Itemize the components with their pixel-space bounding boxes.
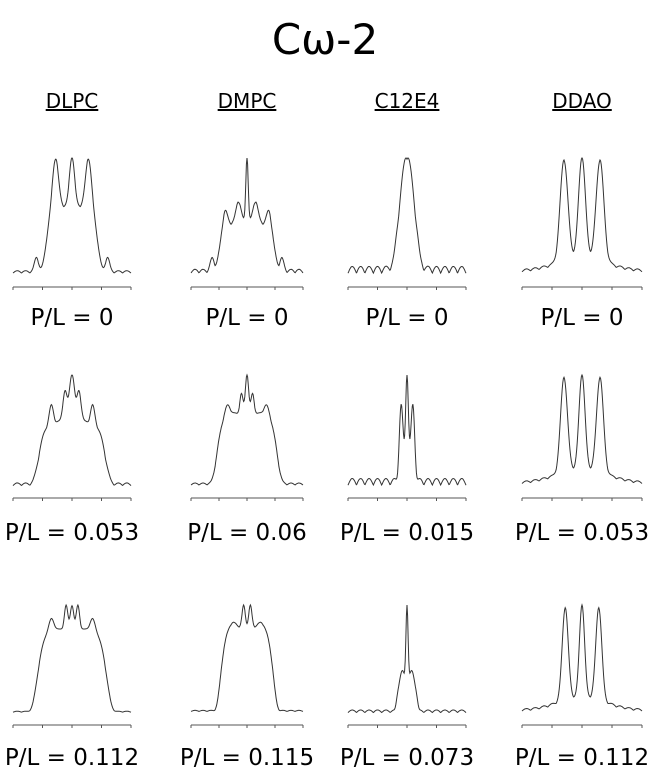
ratio-label: P/L = 0.112 xyxy=(5,745,139,771)
ratio-label: P/L = 0.073 xyxy=(340,745,474,771)
ratio-label: P/L = 0.115 xyxy=(180,745,314,771)
ratio-label: P/L = 0.06 xyxy=(187,520,307,546)
profile-curve xyxy=(347,374,467,487)
profile-curve xyxy=(521,373,643,484)
profile-curve xyxy=(12,603,132,713)
column-header: DMPC xyxy=(218,89,277,113)
title: Cω-2 xyxy=(272,15,378,64)
profile-curve xyxy=(190,373,304,486)
profile-curve xyxy=(521,603,643,712)
profile-curve xyxy=(12,374,132,486)
ratio-label: P/L = 0.053 xyxy=(5,520,139,546)
ratio-label: P/L = 0 xyxy=(206,305,289,331)
profile-curve xyxy=(347,157,467,275)
profile-curve xyxy=(347,604,467,714)
ratio-label: P/L = 0 xyxy=(366,305,449,331)
column-header: C12E4 xyxy=(375,89,440,113)
column-header: DLPC xyxy=(46,89,99,113)
ratio-label: P/L = 0.015 xyxy=(340,520,474,546)
ratio-label: P/L = 0 xyxy=(31,305,114,331)
ratio-label: P/L = 0.112 xyxy=(515,745,649,771)
profile-curve xyxy=(190,603,304,712)
ratio-label: P/L = 0 xyxy=(541,305,624,331)
profile-curve xyxy=(521,157,643,273)
profile-curve xyxy=(190,157,304,274)
ratio-label: P/L = 0.053 xyxy=(515,520,649,546)
column-header: DDAO xyxy=(552,89,612,113)
profile-curve xyxy=(12,157,132,274)
